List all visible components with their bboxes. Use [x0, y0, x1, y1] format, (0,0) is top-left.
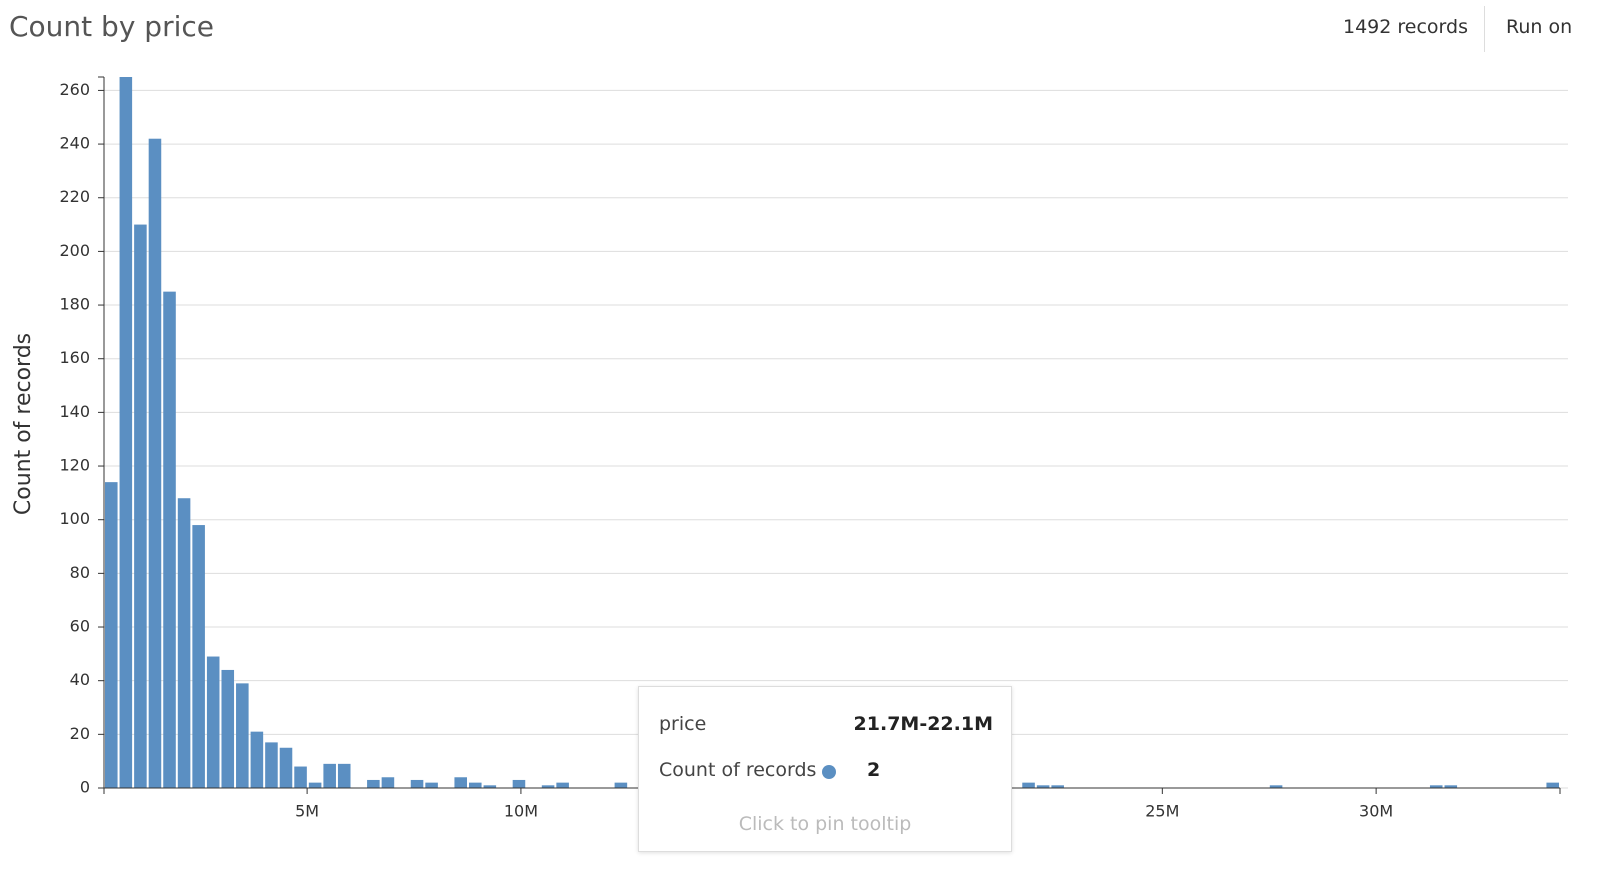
bar — [1051, 785, 1064, 788]
bar — [265, 742, 278, 788]
bar — [454, 777, 467, 788]
bar — [1546, 782, 1559, 788]
bar — [323, 763, 336, 788]
tooltip-measure: Count of records — [659, 759, 817, 781]
x-tick-label: 5M — [295, 802, 319, 821]
y-tick-label: 40 — [70, 670, 90, 689]
bar — [119, 77, 133, 788]
x-tick-label: 10M — [504, 802, 538, 821]
y-tick-label: 100 — [59, 509, 90, 528]
run-button[interactable]: Run on — [1506, 16, 1573, 38]
y-tick-label: 260 — [59, 80, 90, 99]
bar — [221, 669, 235, 788]
bar — [1269, 785, 1283, 788]
y-tick-label: 200 — [59, 241, 90, 260]
bar — [250, 731, 264, 788]
y-tick-label: 220 — [59, 187, 90, 206]
bar — [614, 782, 628, 788]
bar — [308, 782, 322, 788]
bar — [367, 779, 380, 788]
chart-title: Count by price — [9, 10, 214, 43]
bar — [192, 525, 205, 788]
bar — [556, 782, 569, 788]
bar — [381, 777, 395, 788]
bar — [425, 782, 438, 788]
y-tick-label: 140 — [59, 402, 90, 421]
bar — [1444, 785, 1458, 788]
bar — [148, 138, 162, 789]
tooltip[interactable]: price 21.7M-22.1M Count of records 2 Cli… — [638, 686, 1012, 852]
y-tick-label: 160 — [59, 348, 90, 367]
bar — [337, 763, 351, 788]
bar — [469, 782, 482, 788]
bar — [483, 785, 497, 788]
y-tick-label: 80 — [70, 563, 90, 582]
bar — [105, 482, 118, 788]
tooltip-count: 2 — [867, 759, 881, 781]
bar — [294, 766, 307, 788]
bar — [512, 779, 526, 788]
x-tick-label: 30M — [1359, 802, 1393, 821]
divider — [1484, 6, 1485, 52]
bar — [1022, 782, 1035, 788]
bar — [206, 656, 220, 788]
bar — [134, 224, 147, 788]
bar — [1429, 785, 1443, 788]
y-tick-label: 60 — [70, 617, 90, 636]
record-count: 1492 records — [1343, 16, 1468, 38]
tooltip-field: price — [659, 713, 707, 735]
y-tick-label: 20 — [70, 724, 90, 743]
tooltip-hint: Click to pin tooltip — [738, 813, 912, 835]
bar — [236, 683, 249, 788]
bar — [163, 291, 176, 788]
y-axis-title: Count of records — [11, 333, 36, 515]
bar — [1036, 785, 1050, 788]
bar — [541, 785, 555, 788]
y-tick-label: 120 — [59, 456, 90, 475]
bar — [177, 498, 191, 788]
tooltip-dot — [822, 765, 836, 779]
y-tick-label: 0 — [80, 778, 90, 797]
y-tick-label: 180 — [59, 295, 90, 314]
y-tick-label: 240 — [59, 134, 90, 153]
bar — [410, 779, 424, 788]
tooltip-range: 21.7M-22.1M — [853, 713, 993, 735]
x-tick-label: 25M — [1145, 802, 1179, 821]
bar — [279, 747, 293, 788]
